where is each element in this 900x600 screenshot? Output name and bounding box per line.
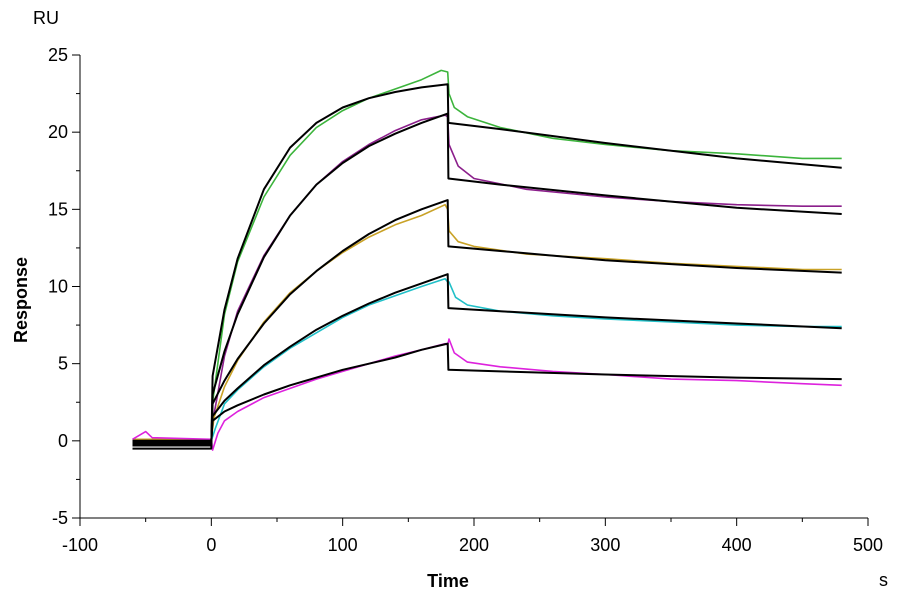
y-tick-label: 5 [58, 354, 68, 374]
fit-curve-line [132, 342, 842, 442]
x-unit-label: s [879, 570, 888, 590]
y-tick-label: 15 [48, 199, 68, 219]
x-tick-label: 400 [722, 535, 752, 555]
y-axis-title: Response [11, 257, 31, 343]
x-tick-label: 100 [328, 535, 358, 555]
x-axis-title: Time [427, 571, 469, 591]
fit-curve-line [132, 112, 842, 447]
y-tick-label: -5 [52, 508, 68, 528]
y-tick-label: 20 [48, 122, 68, 142]
x-tick-label: -100 [62, 535, 98, 555]
x-tick-label: 0 [206, 535, 216, 555]
x-tick-label: 500 [853, 535, 883, 555]
y-tick-label: 25 [48, 45, 68, 65]
measured-curve-line [132, 277, 842, 442]
series-layer [132, 69, 842, 451]
axes: -100 0 100 200 300 400 500 -5 0 5 10 15 20 25 [48, 45, 883, 555]
measured-curve-line [132, 203, 842, 441]
fit-curve-line [132, 83, 842, 450]
y-tick-label: 0 [58, 431, 68, 451]
y-unit-label: RU [33, 8, 59, 28]
x-ticks: -100 0 100 200 300 400 500 [62, 518, 883, 555]
y-tick-label: 10 [48, 277, 68, 297]
measured-curve-line [132, 114, 842, 442]
fit-curve-line [132, 199, 842, 445]
y-ticks: -5 0 5 10 15 20 25 [48, 45, 80, 528]
x-tick-label: 300 [590, 535, 620, 555]
fit-curve-line [132, 273, 842, 444]
x-tick-label: 200 [459, 535, 489, 555]
